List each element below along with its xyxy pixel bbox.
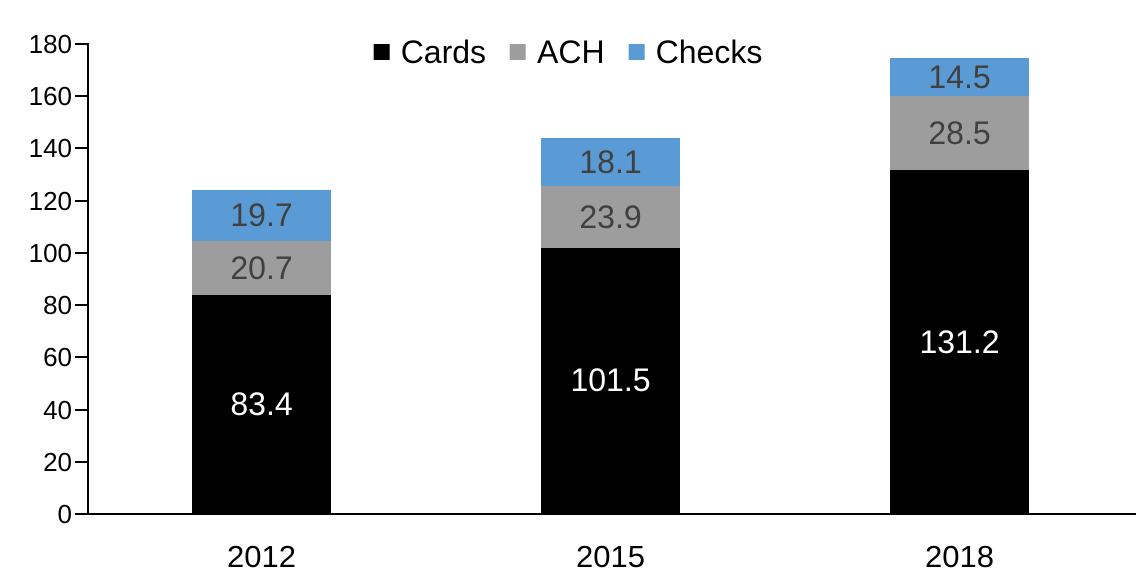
bar-2012: 83.4 20.7 19.7 — [192, 43, 331, 513]
x-axis-category-label: 2012 — [227, 539, 296, 574]
value-label: 19.7 — [230, 197, 293, 234]
value-label: 23.9 — [579, 198, 642, 235]
y-axis-tick-label: 60 — [43, 342, 72, 373]
legend-swatch-checks-icon — [628, 44, 645, 60]
y-axis-tick-label: 100 — [28, 237, 72, 268]
bar-segment-checks-2012: 19.7 — [192, 189, 331, 242]
chart-legend: Cards ACH Checks — [373, 34, 763, 70]
legend-swatch-cards-icon — [373, 44, 390, 60]
x-axis-category-label: 2018 — [925, 539, 994, 574]
legend-label: Checks — [655, 34, 763, 70]
bar-segment-cards-2012: 83.4 — [192, 295, 331, 513]
y-axis-tick-mark — [75, 251, 87, 254]
y-axis-tick-mark — [75, 304, 87, 307]
y-axis-tick-mark — [75, 147, 87, 150]
value-label: 14.5 — [928, 59, 991, 96]
y-axis-tick-mark — [75, 43, 87, 45]
bar-segment-ach-2018: 28.5 — [890, 96, 1029, 171]
y-axis-tick-label: 140 — [28, 133, 72, 164]
bar-2015: 101.5 23.9 18.1 — [541, 43, 680, 513]
value-label: 101.5 — [570, 362, 651, 399]
value-label: 83.4 — [230, 386, 293, 423]
y-axis-line — [87, 43, 89, 515]
y-axis-tick-mark — [75, 95, 87, 98]
y-axis-tick-mark — [75, 199, 87, 202]
x-axis-category-label: 2015 — [576, 539, 645, 574]
value-label: 28.5 — [928, 115, 991, 152]
value-label: 131.2 — [919, 323, 1000, 360]
y-axis-tick-mark — [75, 408, 87, 411]
legend-item-ach: ACH — [510, 36, 605, 68]
value-label: 20.7 — [230, 250, 293, 287]
y-axis-tick-label: 80 — [43, 290, 72, 321]
legend-label: Cards — [400, 34, 487, 70]
x-axis-line — [87, 513, 1136, 515]
legend-item-cards: Cards — [373, 34, 487, 70]
bar-segment-checks-2015: 18.1 — [541, 138, 680, 186]
bar-segment-ach-2015: 23.9 — [541, 185, 680, 248]
bar-segment-ach-2012: 20.7 — [192, 241, 331, 296]
y-axis-tick-label: 160 — [28, 81, 72, 112]
y-axis-tick-label: 0 — [57, 499, 72, 529]
bar-segment-cards-2015: 101.5 — [541, 247, 680, 513]
y-axis-tick-label: 120 — [28, 185, 72, 216]
y-axis-tick-mark — [75, 513, 87, 515]
bar-segment-checks-2018: 14.5 — [890, 58, 1029, 97]
y-axis-tick-label: 20 — [43, 446, 72, 477]
value-label: 18.1 — [579, 143, 642, 180]
bar-segment-cards-2018: 131.2 — [890, 170, 1029, 513]
y-axis-tick-mark — [75, 460, 87, 463]
legend-item-checks: Checks — [628, 34, 763, 70]
bar-2018: 131.2 28.5 14.5 — [890, 43, 1029, 513]
y-axis-tick-mark — [75, 356, 87, 359]
y-axis-tick-label: 180 — [28, 29, 72, 59]
y-axis-tick-label: 40 — [43, 394, 72, 425]
legend-swatch-ach-icon — [510, 44, 527, 60]
legend-label: ACH — [537, 34, 605, 70]
